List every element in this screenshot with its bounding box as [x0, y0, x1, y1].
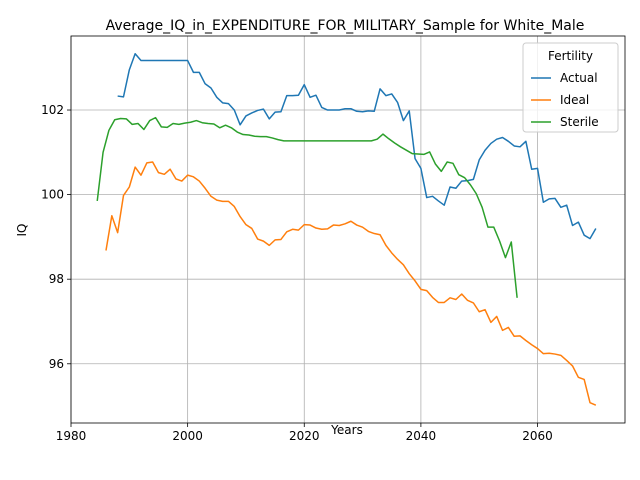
- x-tick-label: 1980: [56, 429, 87, 443]
- legend-label-actual: Actual: [560, 71, 598, 85]
- legend-title: Fertility: [548, 49, 593, 63]
- x-tick-label: 2020: [289, 429, 320, 443]
- legend-label-sterile: Sterile: [560, 115, 599, 129]
- plot-area: [96, 53, 597, 406]
- series-line-actual: [117, 53, 597, 240]
- x-axis-label: Years: [330, 423, 363, 437]
- x-tick-label: 2000: [172, 429, 203, 443]
- x-tick-label: 2060: [522, 429, 553, 443]
- axes-frame: [70, 35, 626, 424]
- x-tick-label: 2040: [406, 429, 437, 443]
- legend: Fertility Actual Ideal Sterile: [522, 42, 619, 133]
- legend-label-ideal: Ideal: [560, 93, 589, 107]
- grid: [70, 36, 625, 423]
- chart-title: Average_IQ_in_EXPENDITURE_FOR_MILITARY_S…: [106, 18, 585, 34]
- y-tick-label: 96: [49, 357, 64, 371]
- y-axis-label: IQ: [15, 224, 29, 237]
- series-line-sterile: [96, 116, 518, 298]
- series-line-ideal: [105, 161, 597, 406]
- y-axis: 96 98 100 102: [41, 103, 71, 371]
- legend-box: [522, 42, 619, 133]
- y-tick-label: 100: [41, 188, 64, 202]
- y-tick-label: 98: [49, 272, 64, 286]
- x-axis: 1980 2000 2020 2040 2060: [56, 423, 553, 443]
- y-tick-label: 102: [41, 103, 64, 117]
